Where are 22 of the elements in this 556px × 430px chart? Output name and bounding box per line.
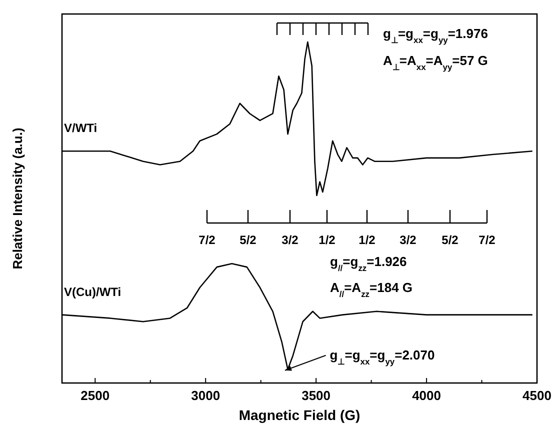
x-axis-title: Magnetic Field (G) <box>238 407 360 423</box>
annotation: g$_{//}$=g$_{zz}$=1.926 <box>330 254 407 273</box>
annotation: g$_{⊥}$=g$_{xx}$=g$_{yy}$=2.070 <box>330 347 435 366</box>
annotation: g$_{⊥}$=g$_{xx}$=g$_{yy}$=1.976 <box>383 26 488 45</box>
series-label: V/WTi <box>64 121 98 136</box>
series-label: V(Cu)/WTi <box>64 284 122 299</box>
x-tick-label: 3500 <box>302 388 331 403</box>
x-tick-label: 2500 <box>80 388 110 403</box>
x-tick-label: 4000 <box>412 388 441 403</box>
annotation: 1/2 <box>318 233 336 247</box>
annotation: 3/2 <box>282 233 299 247</box>
annotation: 7/2 <box>478 233 496 247</box>
annotation: 3/2 <box>400 233 417 247</box>
x-tick-label: 4500 <box>522 388 552 403</box>
annotation: 5/2 <box>442 233 459 247</box>
annotation: A$_{//}$=A$_{zz}$=184 G <box>330 280 413 299</box>
x-tick-label: 3000 <box>191 388 220 403</box>
annotation: 7/2 <box>198 233 216 247</box>
annotation: 1/2 <box>358 233 376 247</box>
annotation: A$_{⊥}$=A$_{xx}$=A$_{yy}$=57 G <box>383 53 488 72</box>
y-axis-title: Relative Intensity (a.u.) <box>10 128 25 270</box>
annotation: 5/2 <box>240 233 257 247</box>
